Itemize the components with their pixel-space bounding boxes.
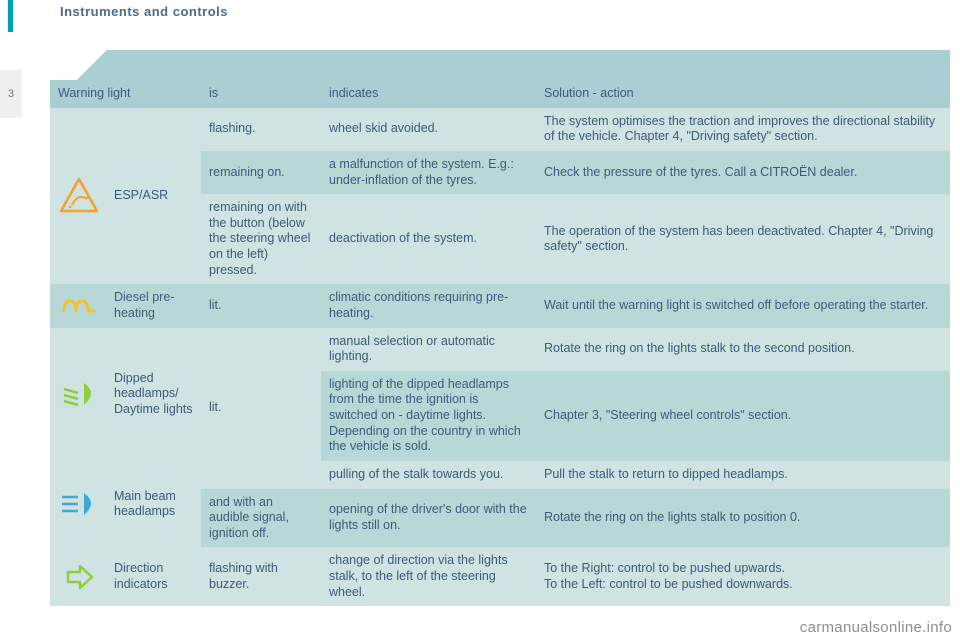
direction-icon-cell — [50, 547, 106, 606]
main-name: Main beam headlamps — [106, 461, 201, 548]
esp-sol-2: Check the pressure of the tyres. Call a … — [536, 151, 950, 194]
warning-light-table: Warning light is indicates Solution - ac… — [50, 80, 950, 606]
dipped-icon-cell — [50, 328, 106, 461]
esp-ind-2: a malfunction of the system. E.g.: under… — [321, 151, 536, 194]
lights-sol-1: Rotate the ring on the lights stalk to t… — [536, 328, 950, 371]
row-lights-1: Dipped headlamps/ Daytime lights lit. ma… — [50, 328, 950, 371]
lights-sol-4: Rotate the ring on the lights stalk to p… — [536, 489, 950, 548]
main-icon-cell — [50, 461, 106, 548]
esp-is-3: remaining on with the button (below the … — [201, 194, 321, 284]
esp-ind-1: wheel skid avoided. — [321, 108, 536, 151]
esp-ind-3: deactivation of the system. — [321, 194, 536, 284]
section-title: Instruments and controls — [60, 4, 228, 19]
watermark: carmanualsonline.info — [800, 619, 952, 636]
diesel-ind: climatic conditions requiring pre-heatin… — [321, 284, 536, 327]
lights-is-1: lit. — [201, 328, 321, 489]
dipped-beam-icon — [58, 379, 100, 409]
lights-ind-2: lighting of the dipped headlamps from th… — [321, 371, 536, 461]
page-number: 3 — [0, 70, 22, 118]
lights-sol-3: Pull the stalk to return to dipped headl… — [536, 461, 950, 489]
direction-ind: change of direction via the lights stalk… — [321, 547, 536, 606]
diesel-icon-cell — [50, 284, 106, 327]
diesel-sol: Wait until the warning light is switched… — [536, 284, 950, 327]
table-header-row: Warning light is indicates Solution - ac… — [50, 80, 950, 108]
lights-sol-2: Chapter 3, "Steering wheel controls" sec… — [536, 371, 950, 461]
col-warning-light: Warning light — [50, 80, 201, 108]
col-solution: Solution - action — [536, 80, 950, 108]
dipped-name: Dipped headlamps/ Daytime lights — [106, 328, 201, 461]
lights-ind-4: opening of the driver's door with the li… — [321, 489, 536, 548]
esp-sol-3: The operation of the system has been dea… — [536, 194, 950, 284]
esp-name: ESP/ASR — [106, 108, 201, 285]
content-panel: Warning light is indicates Solution - ac… — [50, 50, 950, 606]
row-lights-3: Main beam headlamps pulling of the stalk… — [50, 461, 950, 489]
col-indicates: indicates — [321, 80, 536, 108]
esp-icon-cell — [50, 108, 106, 285]
esp-sol-1: The system optimises the traction and im… — [536, 108, 950, 151]
diesel-coil-icon — [58, 293, 100, 319]
esp-is-2: remaining on. — [201, 151, 321, 194]
direction-arrow-icon — [60, 562, 96, 592]
direction-is: flashing with buzzer. — [201, 547, 321, 606]
panel-tab — [50, 50, 950, 80]
accent-bar — [8, 0, 13, 32]
lights-ind-1: manual selection or automatic lighting. — [321, 328, 536, 371]
lights-is-2: and with an audible signal, ignition off… — [201, 489, 321, 548]
diesel-is: lit. — [201, 284, 321, 327]
lights-ind-3: pulling of the stalk towards you. — [321, 461, 536, 489]
row-esp-1: ESP/ASR flashing. wheel skid avoided. Th… — [50, 108, 950, 151]
main-beam-icon — [58, 489, 100, 519]
diesel-name: Diesel pre-heating — [106, 284, 201, 327]
esp-is-1: flashing. — [201, 108, 321, 151]
row-diesel: Diesel pre-heating lit. climatic conditi… — [50, 284, 950, 327]
esp-icon — [58, 175, 100, 217]
col-is: is — [201, 80, 321, 108]
row-direction: Direction indicators flashing with buzze… — [50, 547, 950, 606]
direction-sol: To the Right: control to be pushed upwar… — [536, 547, 950, 606]
direction-name: Direction indicators — [106, 547, 201, 606]
